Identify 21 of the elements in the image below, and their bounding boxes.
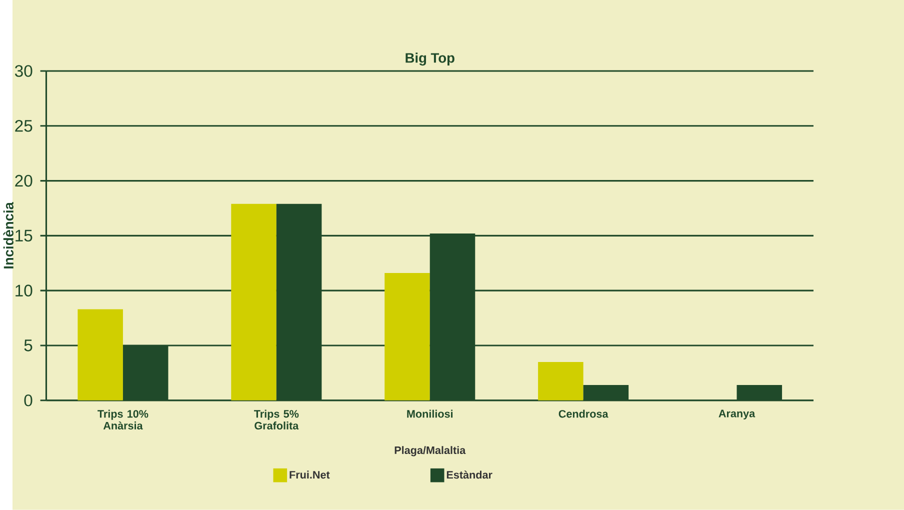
- bar: [384, 273, 430, 400]
- x-tick-label: Trips 5% Grafolita: [254, 410, 299, 430]
- y-tick-label: 0: [24, 394, 32, 406]
- bar: [538, 362, 584, 400]
- y-tick-label: 5: [24, 340, 32, 352]
- chart-title: Big Top: [406, 52, 454, 66]
- y-tick-label: 20: [15, 174, 32, 187]
- y-tick-label: 15: [16, 230, 32, 242]
- bar: [231, 204, 276, 400]
- x-tick-label: Aranya: [718, 410, 756, 420]
- y-axis-title: Incidència: [3, 202, 14, 268]
- x-axis-title: Plaga/Malaltia: [394, 446, 466, 456]
- bar: [78, 309, 123, 400]
- y-tick-label: 25: [15, 120, 32, 132]
- y-tick-label: 30: [14, 65, 32, 77]
- y-tick-label: 10: [16, 284, 32, 297]
- x-tick-label: Moniliosi: [407, 410, 453, 418]
- legend-label: Frui.Net: [290, 470, 330, 479]
- legend-label: Estàndar: [446, 470, 492, 479]
- x-tick-label: Cendrosa: [558, 410, 608, 418]
- x-tick-label: Trips 10% Anàrsia: [98, 410, 148, 430]
